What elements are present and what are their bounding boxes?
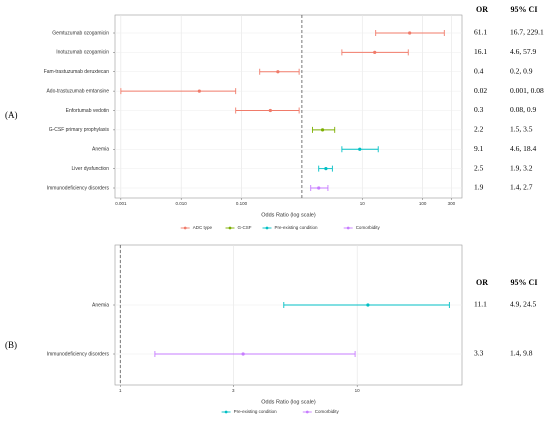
point-estimate bbox=[366, 303, 370, 307]
or-value: 1.9 bbox=[474, 183, 484, 192]
row-label: Gemtuzumab ozogamicin bbox=[52, 30, 109, 36]
table-header: 95% CI bbox=[511, 5, 538, 14]
ci-value: 1.4, 9.8 bbox=[510, 349, 533, 358]
point-estimate bbox=[317, 186, 321, 190]
ci-value: 16.7, 229.1 bbox=[510, 28, 544, 37]
point-estimate bbox=[324, 167, 328, 171]
point-estimate bbox=[276, 70, 280, 74]
or-value: 11.1 bbox=[474, 300, 487, 309]
plot-panel bbox=[114, 14, 463, 199]
x-tick-label: 100 bbox=[419, 201, 427, 206]
row-label: G-CSF primary prophylaxis bbox=[49, 127, 110, 133]
ci-value: 1.4, 2.7 bbox=[510, 183, 533, 192]
legend-swatch-point bbox=[228, 226, 232, 230]
x-tick-label: 0.001 bbox=[115, 201, 127, 206]
x-tick-label: 1 bbox=[119, 388, 122, 393]
or-value: 9.1 bbox=[474, 144, 484, 153]
point-estimate bbox=[358, 147, 362, 151]
table-header: OR bbox=[476, 5, 488, 14]
legend-swatch-point bbox=[346, 226, 350, 230]
point-estimate bbox=[197, 89, 201, 93]
legend-label: Pre-existing condition bbox=[275, 225, 319, 230]
legend-swatch-point bbox=[265, 226, 269, 230]
point-estimate bbox=[320, 128, 325, 132]
legend-label: Pre-existing condition bbox=[234, 409, 278, 414]
x-axis-title: Odds Ratio (log scale) bbox=[261, 212, 316, 218]
or-value: 0.4 bbox=[474, 66, 484, 75]
ci-value: 0.2, 0.9 bbox=[510, 66, 533, 75]
point-estimate bbox=[268, 108, 272, 113]
ci-value: 1.5, 3.5 bbox=[510, 125, 533, 134]
panel-label: (A) bbox=[5, 110, 18, 120]
ci-value: 0.001, 0.08 bbox=[510, 86, 544, 95]
or-value: 2.2 bbox=[474, 125, 484, 134]
row-label: Enfortumab vedotin bbox=[66, 108, 110, 114]
row-label: Anemia bbox=[92, 302, 109, 308]
or-value: 0.02 bbox=[474, 86, 487, 95]
or-value: 2.5 bbox=[474, 163, 484, 172]
legend-label: Comorbidity bbox=[356, 225, 381, 230]
x-tick-label: 10 bbox=[360, 201, 366, 206]
ci-value: 0.08, 0.9 bbox=[510, 105, 537, 114]
ci-value: 4.6, 18.4 bbox=[510, 144, 537, 153]
legend-label: Comorbidity bbox=[315, 409, 340, 414]
row-label: Inotuzumab ozogamicin bbox=[56, 50, 109, 56]
legend-label: G-CSF bbox=[238, 225, 252, 230]
legend-label: ADC type bbox=[193, 225, 213, 230]
row-label: Anemia bbox=[92, 147, 109, 153]
ci-value: 4.9, 24.5 bbox=[510, 300, 537, 309]
legend-swatch-point bbox=[305, 410, 309, 414]
row-label: Liver dysfunction bbox=[71, 166, 109, 172]
plot-panel bbox=[114, 244, 463, 386]
row-label: Fam-trastuzumab deruxtecan bbox=[44, 69, 110, 75]
or-value: 61.1 bbox=[474, 28, 487, 37]
or-value: 16.1 bbox=[474, 47, 487, 56]
row-label: Immunodeficiency disorders bbox=[47, 185, 110, 191]
point-estimate bbox=[373, 50, 377, 54]
or-value: 3.3 bbox=[474, 349, 484, 358]
ci-value: 4.6, 57.9 bbox=[510, 47, 537, 56]
row-label: Ado-trastuzumab emtansine bbox=[46, 88, 109, 94]
or-value: 0.3 bbox=[474, 105, 484, 114]
ci-value: 1.9, 3.2 bbox=[510, 163, 533, 172]
x-tick-label: 0.100 bbox=[236, 201, 248, 206]
panel-label: (B) bbox=[5, 340, 17, 350]
x-tick-label: 0.010 bbox=[176, 201, 188, 206]
x-tick-label: 300 bbox=[448, 201, 456, 206]
row-label: Immunodeficiency disorders bbox=[47, 351, 110, 357]
x-tick-label: 3 bbox=[232, 388, 235, 393]
legend-swatch-point bbox=[224, 410, 228, 414]
x-tick-label: 10 bbox=[355, 388, 361, 393]
point-estimate bbox=[408, 31, 412, 35]
x-axis-title: Odds Ratio (log scale) bbox=[261, 399, 316, 405]
table-header: 95% CI bbox=[511, 278, 538, 287]
table-header: OR bbox=[476, 278, 488, 287]
legend-swatch-point bbox=[183, 226, 187, 230]
point-estimate bbox=[241, 352, 245, 356]
